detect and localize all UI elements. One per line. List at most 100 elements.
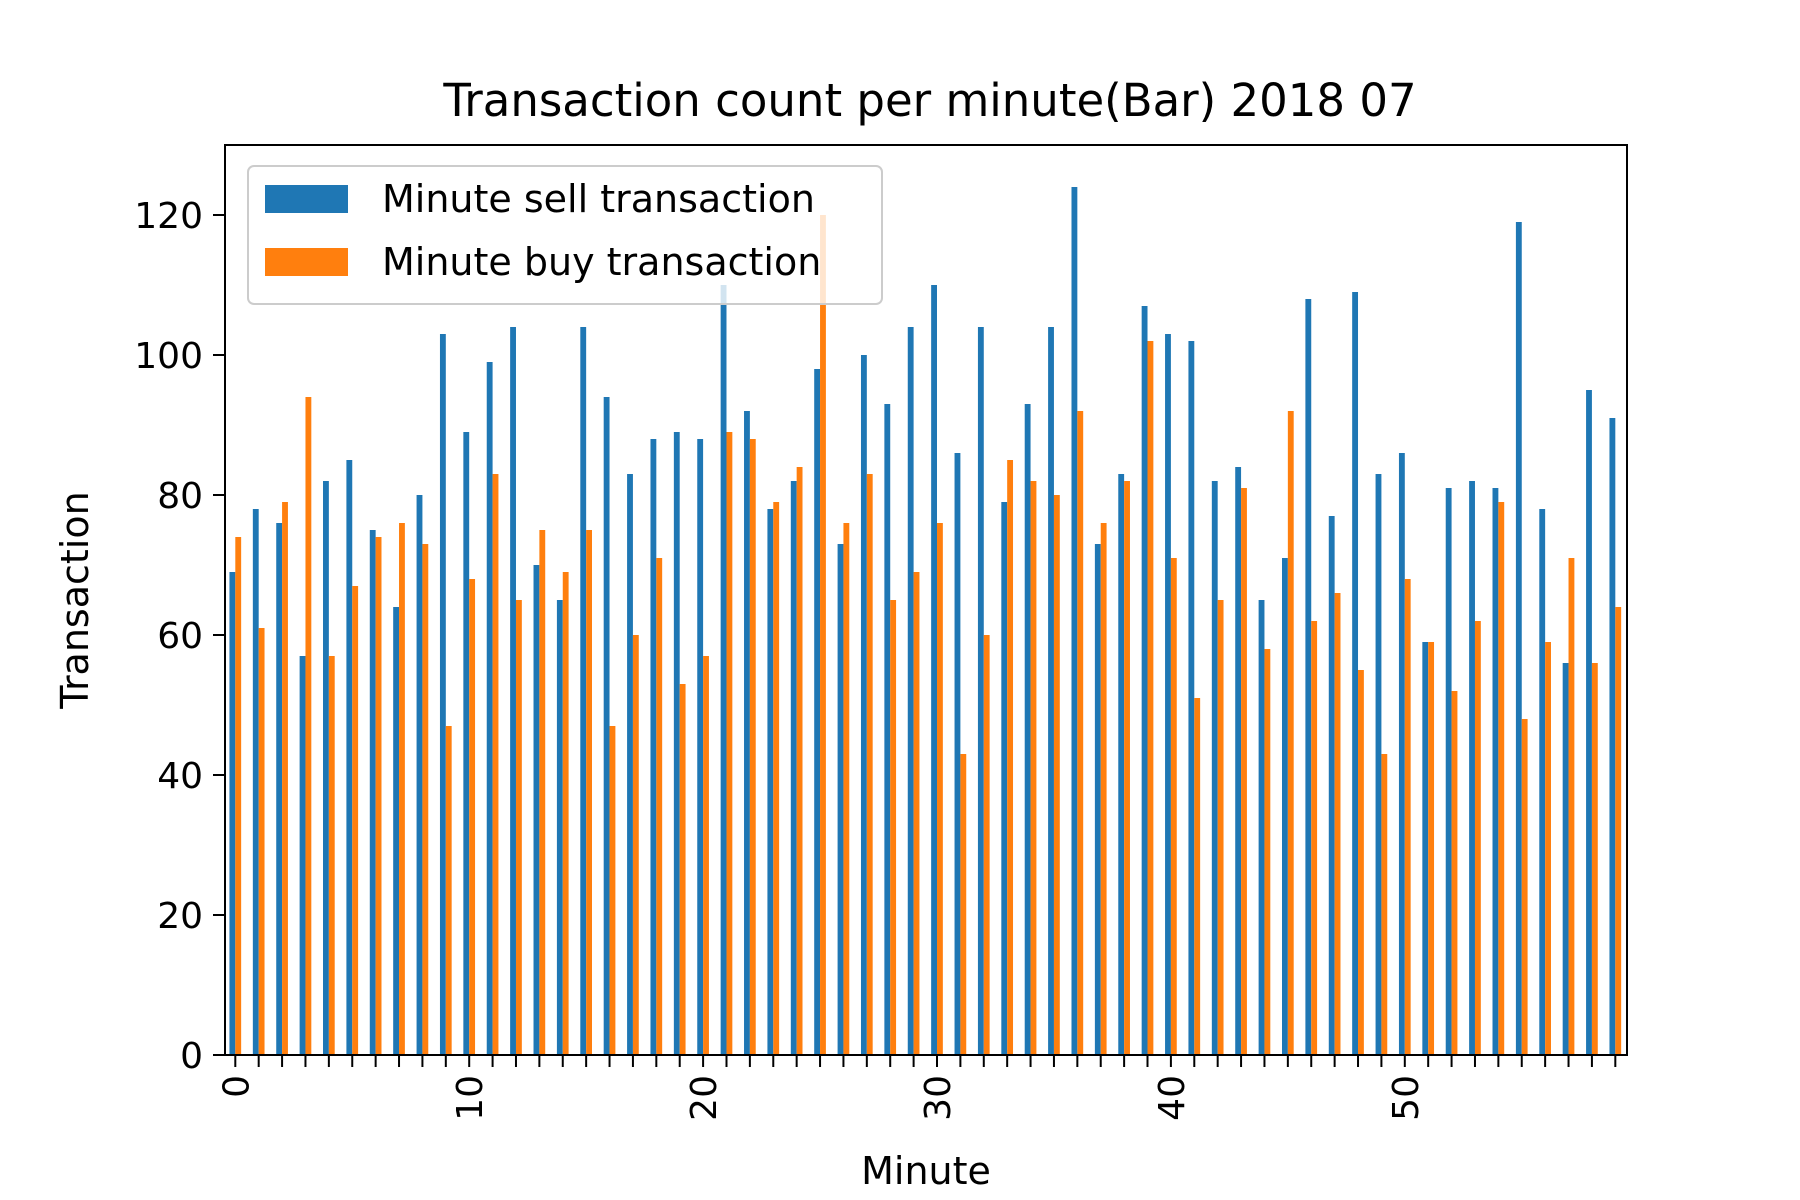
bar-sell-55: [1515, 222, 1522, 1055]
bar-sell-43: [1235, 467, 1242, 1055]
bar-buy-11: [492, 474, 499, 1055]
bar-buy-55: [1521, 719, 1528, 1055]
bar-sell-29: [907, 327, 914, 1055]
bar-sell-42: [1211, 481, 1218, 1055]
chart-title: Transaction count per minute(Bar) 2018 0…: [442, 74, 1416, 127]
bar-sell-56: [1539, 509, 1546, 1055]
bar-buy-42: [1217, 600, 1224, 1055]
bar-sell-30: [931, 285, 937, 1055]
bar-buy-14: [562, 572, 569, 1055]
y-tick-label: 20: [157, 896, 203, 937]
x-axis-label: Minute: [861, 1149, 991, 1193]
bar-sell-6: [369, 530, 376, 1055]
bar-sell-5: [346, 460, 353, 1055]
bar-sell-50: [1398, 453, 1405, 1055]
bar-buy-29: [913, 572, 920, 1055]
bar-buy-16: [609, 726, 616, 1055]
x-axis: 0 10 20 30 40 50: [216, 1055, 1617, 1121]
bar-sell-44: [1258, 600, 1265, 1055]
bar-sell-22: [744, 411, 750, 1055]
bar-buy-3: [305, 397, 312, 1055]
bar-sell-24: [790, 481, 797, 1055]
bar-sell-14: [556, 600, 563, 1055]
bar-sell-41: [1188, 341, 1195, 1055]
y-tick-label: 100: [134, 336, 203, 377]
bar-buy-36: [1077, 411, 1084, 1055]
x-tick-label: 40: [1152, 1075, 1193, 1121]
bar-buy-49: [1381, 754, 1388, 1055]
bars: [229, 187, 1622, 1055]
bar-sell-32: [977, 327, 984, 1055]
bar-buy-57: [1568, 558, 1575, 1055]
bar-sell-39: [1141, 306, 1148, 1055]
bar-buy-25: [820, 215, 826, 1055]
bar-buy-33: [1007, 460, 1014, 1055]
bar-sell-35: [1048, 327, 1054, 1055]
y-axis: 0 20 40 60 80 100 120: [134, 196, 225, 1077]
bar-buy-12: [515, 600, 522, 1055]
bar-sell-26: [837, 544, 844, 1055]
bar-buy-54: [1498, 502, 1505, 1055]
bar-buy-24: [796, 467, 803, 1055]
bar-sell-33: [1001, 502, 1008, 1055]
bar-sell-48: [1352, 292, 1359, 1055]
y-tick-label: 40: [157, 756, 203, 797]
legend-swatch-buy: [265, 248, 348, 276]
bar-buy-56: [1545, 642, 1551, 1055]
bar-sell-25: [814, 369, 821, 1055]
bar-sell-49: [1375, 474, 1382, 1055]
bar-buy-50: [1404, 579, 1411, 1055]
bar-buy-8: [422, 544, 429, 1055]
bar-buy-15: [586, 530, 592, 1055]
bar-sell-9: [439, 334, 446, 1055]
bar-sell-16: [603, 397, 610, 1055]
bar-buy-46: [1311, 621, 1318, 1055]
bar-sell-45: [1282, 558, 1288, 1055]
bar-buy-47: [1334, 593, 1341, 1055]
bar-buy-22: [749, 439, 756, 1055]
bar-buy-9: [445, 726, 452, 1055]
bar-buy-7: [399, 523, 405, 1055]
bar-sell-57: [1562, 663, 1569, 1055]
bar-sell-53: [1469, 481, 1475, 1055]
bar-buy-51: [1428, 642, 1435, 1055]
legend: Minute sell transaction Minute buy transa…: [247, 165, 883, 305]
bar-sell-17: [627, 474, 633, 1055]
bar-buy-41: [1194, 698, 1201, 1055]
bar-buy-4: [328, 656, 335, 1055]
x-tick-label: 0: [216, 1075, 257, 1098]
bar-sell-19: [673, 432, 680, 1055]
bar-sell-54: [1492, 488, 1499, 1055]
bar-sell-2: [276, 523, 283, 1055]
bar-buy-23: [773, 502, 780, 1055]
bar-buy-17: [632, 635, 639, 1055]
bar-sell-10: [463, 432, 470, 1055]
bar-buy-35: [1053, 495, 1060, 1055]
bar-sell-27: [860, 355, 867, 1055]
bar-buy-43: [1241, 488, 1247, 1055]
bar-buy-27: [866, 474, 873, 1055]
legend-label-buy: Minute buy transaction: [382, 240, 821, 284]
bar-sell-23: [767, 509, 774, 1055]
bar-buy-52: [1451, 691, 1458, 1055]
bar-sell-13: [533, 565, 540, 1055]
bar-buy-34: [1030, 481, 1037, 1055]
bar-sell-20: [697, 439, 704, 1055]
legend-swatch-sell: [265, 185, 348, 213]
bar-sell-18: [650, 439, 657, 1055]
bar-buy-32: [983, 635, 990, 1055]
bar-buy-45: [1287, 411, 1294, 1055]
bar-sell-37: [1094, 544, 1101, 1055]
bar-buy-0: [235, 537, 242, 1055]
bar-buy-5: [352, 586, 359, 1055]
bar-buy-38: [1124, 481, 1130, 1055]
bar-buy-53: [1474, 621, 1481, 1055]
bar-buy-6: [375, 537, 382, 1055]
y-axis-label: Transaction: [53, 491, 97, 709]
bar-buy-48: [1358, 670, 1364, 1055]
bar-sell-3: [299, 656, 306, 1055]
bar-sell-58: [1586, 390, 1592, 1055]
bar-sell-34: [1024, 404, 1031, 1055]
bar-buy-44: [1264, 649, 1271, 1055]
